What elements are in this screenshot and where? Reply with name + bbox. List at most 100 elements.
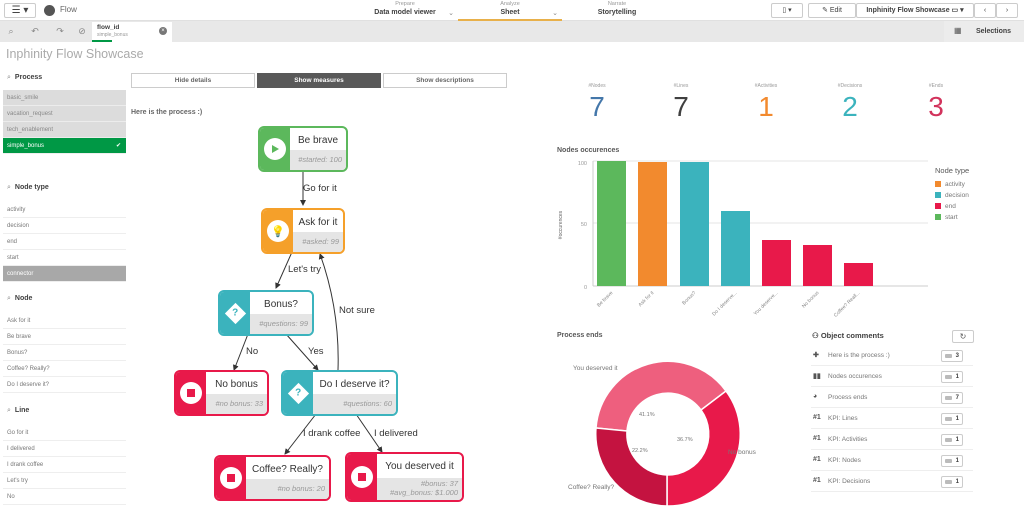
bar-chart-icon: ▮▮ xyxy=(813,373,821,380)
list-item[interactable]: No xyxy=(3,489,126,505)
comment-label: KPI: Nodes xyxy=(828,457,861,464)
next-sheet-button[interactable]: › xyxy=(996,3,1018,18)
edge-label-delivered[interactable]: I delivered xyxy=(374,428,418,439)
close-icon[interactable]: × xyxy=(159,27,167,35)
kpi-ends[interactable]: #Ends 3 xyxy=(896,83,976,123)
chevron-down-icon[interactable]: ⌄ xyxy=(448,10,454,17)
smart-search-icon[interactable]: ⌕ xyxy=(8,26,14,36)
legend-item-decision[interactable]: decision xyxy=(935,192,969,199)
sheet-name: Inphinity Flow Showcase xyxy=(866,7,950,14)
kpi-nodes[interactable]: #Nodes 7 xyxy=(557,83,637,123)
nav-tab-prepare[interactable]: Prepare Data model viewer ⌄ xyxy=(370,1,454,21)
edge-label-not-sure[interactable]: Not sure xyxy=(339,305,375,316)
clear-selections-icon[interactable]: ⊘ xyxy=(78,26,86,36)
global-menu-button[interactable]: ☰ ▾ xyxy=(4,3,36,18)
list-item[interactable]: vacation_request xyxy=(3,106,126,122)
kpi-label: #Lines xyxy=(673,83,689,89)
comment-count-button[interactable]: 3 xyxy=(941,350,963,362)
kpi-lines[interactable]: #Lines 7 xyxy=(641,83,721,123)
node-no-bonus[interactable]: No bonus #no bonus: 33 xyxy=(174,370,269,416)
sheet-selector[interactable]: Inphinity Flow Showcase ▭ ▾ xyxy=(856,3,974,18)
selection-chip-flow-id[interactable]: flow_id simple_bonus × xyxy=(92,22,172,42)
refresh-button[interactable]: ↻ xyxy=(952,330,974,343)
lightbulb-icon: 💡 xyxy=(267,220,289,242)
list-item-selected[interactable]: simple_bonus ✔ xyxy=(3,138,126,154)
list-item[interactable]: Go for it xyxy=(3,425,126,441)
chevron-left-icon: ‹ xyxy=(983,7,987,14)
list-item[interactable]: Bonus? xyxy=(3,345,126,361)
bookmark-button[interactable]: ▯ ▾ xyxy=(771,3,803,18)
show-measures-button[interactable]: Show measures xyxy=(257,73,381,88)
list-item[interactable]: activity xyxy=(3,202,126,218)
edge-label-drank-coffee[interactable]: I drank coffee xyxy=(303,428,361,439)
comment-row[interactable]: #1 KPI: Activities 1 xyxy=(811,430,973,450)
kpi-value: 7 xyxy=(589,91,605,122)
list-item-excluded[interactable]: connector xyxy=(3,266,126,282)
svg-text:36.7%: 36.7% xyxy=(677,437,693,443)
list-item[interactable]: I delivered xyxy=(3,441,126,457)
legend-item-end[interactable]: end xyxy=(935,203,956,210)
nav-tab-label: Storytelling xyxy=(597,9,637,16)
comment-row[interactable]: ◕ Process ends 7 xyxy=(811,388,973,408)
list-item[interactable]: Ask for it xyxy=(3,313,126,329)
comment-row[interactable]: #1 KPI: Decisions 1 xyxy=(811,472,973,492)
list-item[interactable]: start xyxy=(3,250,126,266)
filter-header[interactable]: ⌕ Process xyxy=(3,71,126,85)
selections-button[interactable]: ▦ Selections xyxy=(944,21,1024,42)
list-item[interactable]: end xyxy=(3,234,126,250)
filter-header[interactable]: ⌕ Node xyxy=(3,292,126,306)
node-ask-for-it[interactable]: 💡 Ask for it #asked: 99 xyxy=(261,208,345,254)
list-item[interactable]: Do I deserve it? xyxy=(3,377,126,393)
comment-count-button[interactable]: 1 xyxy=(941,413,963,425)
comment-row[interactable]: #1 KPI: Nodes 1 xyxy=(811,451,973,471)
comment-count-button[interactable]: 7 xyxy=(941,392,963,404)
prev-sheet-button[interactable]: ‹ xyxy=(974,3,996,18)
edit-button[interactable]: ✎ Edit xyxy=(808,3,856,18)
edge-label-no[interactable]: No xyxy=(246,346,259,357)
nav-tab-analyze[interactable]: Analyze Sheet ⌄ xyxy=(458,1,562,21)
legend-item-activity[interactable]: activity xyxy=(935,181,965,188)
comment-count: 1 xyxy=(955,374,959,380)
step-back-icon[interactable]: ↶ xyxy=(31,26,39,36)
filter-header[interactable]: ⌕ Line xyxy=(3,404,126,418)
nav-tab-sub: Prepare xyxy=(395,1,415,7)
hide-details-button[interactable]: Hide details xyxy=(131,73,255,88)
edge-label-lets-try[interactable]: Let's try xyxy=(288,264,321,275)
kpi-decisions[interactable]: #Decisions 2 xyxy=(810,83,890,123)
kpi-activities[interactable]: #Activities 1 xyxy=(726,83,806,123)
comment-count-button[interactable]: 1 xyxy=(941,434,963,446)
comment-row[interactable]: ▮▮ Nodes occurences 1 xyxy=(811,367,973,387)
legend-item-start[interactable]: start xyxy=(935,214,958,221)
nav-tab-narrate[interactable]: Narrate Storytelling xyxy=(582,1,652,21)
node-be-brave[interactable]: Be brave #started: 100 xyxy=(258,126,348,172)
comment-count-button[interactable]: 1 xyxy=(941,455,963,467)
list-item[interactable]: decision xyxy=(3,218,126,234)
donut-chart[interactable]: 41.1% 22.2% 36.7% You deserved it No bon… xyxy=(550,350,780,511)
comment-bubble-icon xyxy=(945,480,952,484)
list-item[interactable]: Coffee? Really? xyxy=(3,361,126,377)
node-bonus[interactable]: ? Bonus? #questions: 99 xyxy=(218,290,314,336)
chevron-down-icon[interactable]: ⌄ xyxy=(552,10,558,17)
bar-chart[interactable]: 100 50 0 #occurences Be brave Ask for it… xyxy=(540,155,930,325)
legend-label: start xyxy=(945,214,958,221)
list-item[interactable]: tech_enablement xyxy=(3,122,126,138)
filter-title: Process xyxy=(14,74,43,81)
list-item[interactable]: Let's try xyxy=(3,473,126,489)
comment-row[interactable]: ✚ Here is the process :) 3 xyxy=(811,346,973,366)
list-item[interactable]: basic_smile xyxy=(3,90,126,106)
edge-label-yes[interactable]: Yes xyxy=(308,346,324,357)
list-item[interactable]: Be brave xyxy=(3,329,126,345)
step-forward-icon[interactable]: ↷ xyxy=(56,26,64,36)
list-item[interactable]: I drank coffee xyxy=(3,457,126,473)
comment-count-button[interactable]: 1 xyxy=(941,476,963,488)
filter-header[interactable]: ⌕ Node type xyxy=(3,181,126,195)
node-measure: #questions: 60 xyxy=(313,394,396,414)
edge-label-go-for-it[interactable]: Go for it xyxy=(303,183,337,194)
comment-count: 7 xyxy=(955,395,959,401)
node-do-i-deserve-it[interactable]: ? Do I deserve it? #questions: 60 xyxy=(281,370,398,416)
comment-row[interactable]: #1 KPI: Lines 1 xyxy=(811,409,973,429)
node-you-deserved-it[interactable]: You deserved it #bonus: 37 #avg_bonus: $1… xyxy=(345,452,464,502)
show-descriptions-button[interactable]: Show descriptions xyxy=(383,73,507,88)
node-coffee-really[interactable]: Coffee? Really? #no bonus: 20 xyxy=(214,455,331,501)
comment-count-button[interactable]: 1 xyxy=(941,371,963,383)
